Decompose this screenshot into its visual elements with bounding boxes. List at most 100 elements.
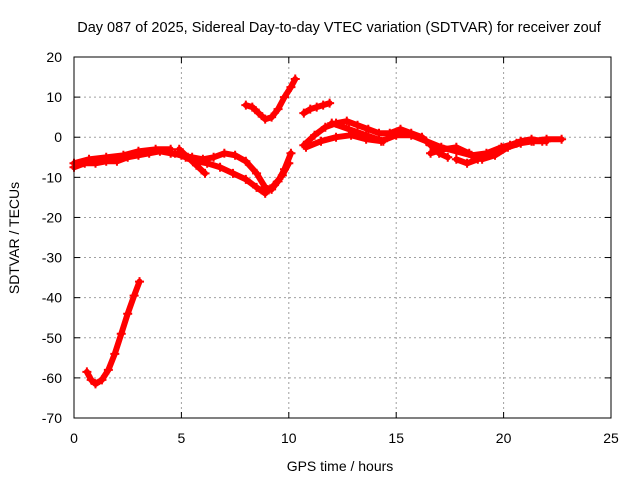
x-tick-label: 0 — [70, 430, 78, 446]
y-tick-label: -70 — [42, 410, 62, 426]
data-point — [299, 108, 309, 118]
series-track-short-mid — [327, 118, 388, 146]
data-point — [438, 144, 448, 154]
series-trace — [83, 278, 143, 387]
data-point — [273, 104, 283, 114]
x-axis-label: GPS time / hours — [287, 458, 394, 474]
data-point — [101, 152, 111, 162]
data-point — [241, 100, 251, 110]
data-point — [170, 148, 180, 158]
data-point — [505, 140, 515, 150]
data-point — [86, 375, 96, 385]
data-point — [260, 188, 270, 198]
data-point — [241, 156, 251, 166]
data-point — [280, 92, 290, 102]
data-point — [464, 148, 474, 158]
data-point — [406, 130, 416, 140]
y-tick-label: -50 — [42, 330, 62, 346]
data-point — [378, 136, 388, 146]
data-point — [202, 158, 212, 168]
data-point — [247, 102, 257, 112]
data-point — [97, 375, 107, 385]
data-point — [290, 74, 300, 84]
data-point — [151, 144, 161, 154]
data-point — [331, 132, 341, 142]
data-point — [473, 154, 483, 164]
data-point — [183, 152, 193, 162]
x-tick-label: 15 — [388, 430, 404, 446]
data-point — [241, 174, 251, 184]
axis-ticks — [73, 56, 612, 419]
data-point — [174, 144, 184, 154]
data-point — [484, 150, 494, 160]
series-track-late-rise — [299, 98, 335, 118]
y-tick-label: -40 — [42, 290, 62, 306]
data-point — [82, 367, 92, 377]
series-track-short-drop — [174, 144, 210, 178]
data-point — [84, 154, 94, 164]
data-point — [557, 134, 567, 144]
y-tick-label: -30 — [42, 250, 62, 266]
x-tick-label: 10 — [281, 430, 297, 446]
x-tick-label: 20 — [496, 430, 512, 446]
data-point — [325, 98, 335, 108]
series-track-evening-b — [451, 134, 547, 168]
data-point — [451, 154, 461, 164]
data-point — [361, 130, 371, 140]
tick-labels: 0 5 10 15 20 25 -70 -60 -50 -40 -30 -20 -10 0 10 20 — [42, 49, 619, 446]
data-point — [215, 162, 225, 172]
data-point — [219, 148, 229, 158]
data-point — [443, 152, 453, 162]
data-point — [421, 136, 431, 146]
data-point — [391, 130, 401, 140]
data-point — [426, 148, 436, 158]
data-point — [166, 144, 176, 154]
data-point — [252, 168, 262, 178]
data-point — [451, 142, 461, 152]
data-point — [90, 379, 100, 389]
plot-frame — [73, 56, 612, 419]
data-point — [344, 124, 354, 134]
y-tick-label: 10 — [46, 89, 62, 105]
data-point — [260, 114, 270, 124]
data-point — [277, 170, 287, 180]
y-axis-label: SDTVAR / TECUs — [6, 182, 22, 294]
data-point — [286, 82, 296, 92]
data-point — [301, 142, 311, 152]
data-point — [230, 150, 240, 160]
data-point — [191, 160, 201, 170]
data-point — [527, 134, 537, 144]
x-tick-label: 5 — [178, 430, 186, 446]
y-tick-label: -20 — [42, 209, 62, 225]
y-tick-label: 20 — [46, 49, 62, 65]
data-point — [374, 128, 384, 138]
data-point — [267, 112, 277, 122]
data-point — [342, 116, 352, 126]
data-point — [110, 349, 120, 359]
data-point — [118, 150, 128, 160]
chart-title: Day 087 of 2025, Sidereal Day-to-day VTE… — [77, 20, 602, 36]
data-point — [129, 291, 139, 301]
x-tick-label: 25 — [603, 430, 619, 446]
data-point — [494, 144, 504, 154]
data-point — [363, 124, 373, 134]
data-point — [312, 102, 322, 112]
data-point — [284, 158, 294, 168]
data-series — [69, 74, 567, 389]
y-tick-label: -10 — [42, 169, 62, 185]
data-point — [305, 104, 315, 114]
grid-lines — [74, 57, 611, 418]
data-point — [316, 136, 326, 146]
data-point — [254, 108, 264, 118]
data-point — [123, 309, 133, 319]
series-track-early-dip — [82, 277, 145, 389]
data-point — [200, 168, 210, 178]
y-tick-label: -60 — [42, 370, 62, 386]
data-point — [252, 182, 262, 192]
data-point — [286, 148, 296, 158]
data-point — [310, 130, 320, 140]
data-point — [209, 152, 219, 162]
data-point — [327, 118, 337, 128]
data-point — [269, 180, 279, 190]
